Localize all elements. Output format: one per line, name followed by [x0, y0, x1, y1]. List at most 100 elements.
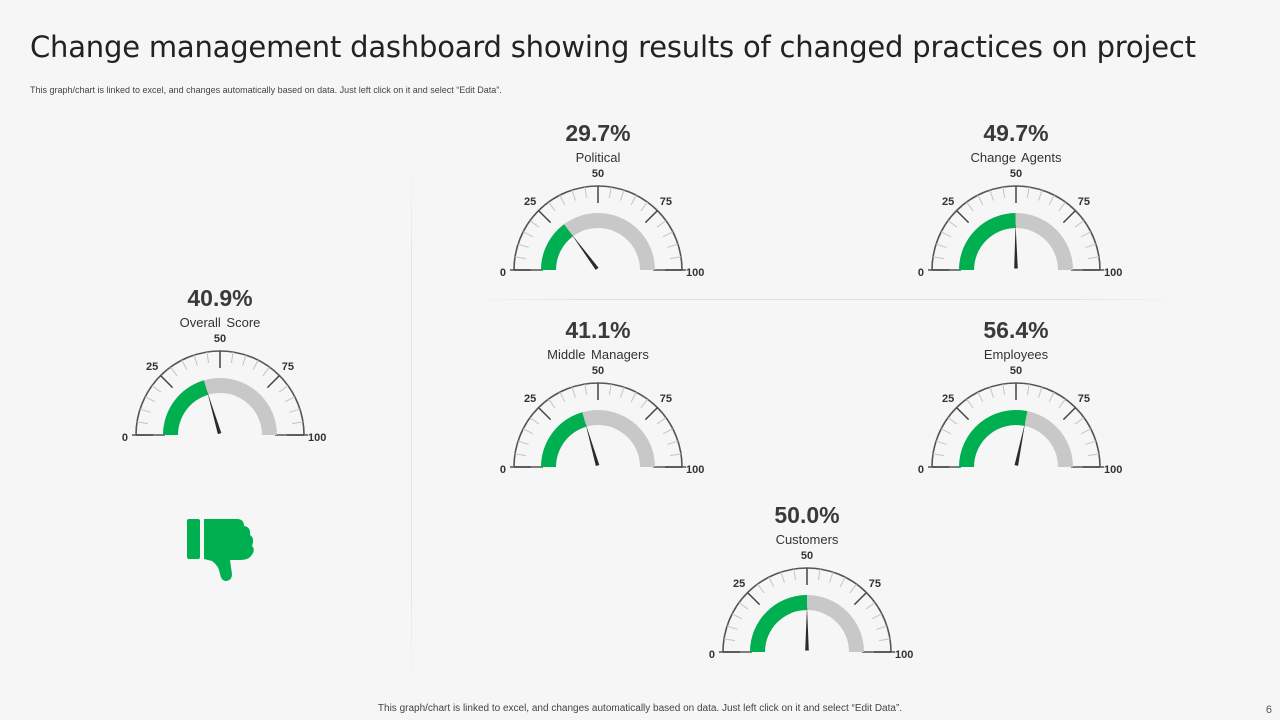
gauge-major-tick [747, 592, 761, 606]
gauge-minor-tick [940, 231, 952, 238]
gauge-minor-tick [517, 440, 529, 445]
gauge-minor-tick [731, 613, 743, 620]
gauge-minor-tick [1058, 398, 1066, 409]
page-title: Change management dashboard showing resu… [30, 30, 1196, 64]
gauge-label: Customers [775, 532, 839, 547]
gauge-tick-label: 50 [1010, 168, 1022, 180]
gauge-minor-tick [640, 201, 648, 212]
gauge-tick-label: 75 [282, 361, 294, 373]
gauge-value: 41.1% [565, 317, 631, 343]
gauge-minor-tick [947, 417, 958, 425]
gauge-minor-tick [932, 256, 944, 260]
gauge-dial: 0 25 50 75 100 [500, 168, 704, 279]
gauge-minor-tick [793, 568, 797, 580]
gauge-employees[interactable]: 56.4% Employees 0 25 50 75 100 [886, 317, 1146, 487]
gauge-minor-tick [559, 391, 566, 403]
gauge-minor-tick [871, 613, 883, 620]
gauge-tick-label: 25 [146, 361, 158, 373]
gauge-tick-label: 25 [942, 393, 954, 405]
gauge-tick-label: 0 [918, 267, 924, 279]
gauge-minor-tick [1026, 383, 1030, 395]
gauge-minor-tick [284, 396, 296, 403]
page-number: 6 [1265, 704, 1272, 716]
gauge-minor-tick [630, 194, 637, 206]
excel-link-note-bottom: This graph/chart is linked to excel, and… [377, 703, 903, 714]
gauge-minor-tick [876, 625, 888, 630]
gauge-minor-tick [1088, 453, 1100, 457]
gauge-minor-tick [289, 408, 301, 413]
gauge-tick-label: 50 [592, 168, 604, 180]
gauge-dial: 0 25 50 75 100 [918, 365, 1122, 476]
gauge-minor-tick [517, 243, 529, 248]
gauge-minor-tick [757, 583, 765, 594]
gauge-minor-tick [242, 354, 247, 366]
gauge-label: Middle Managers [547, 347, 649, 362]
gauge-minor-tick [1085, 243, 1097, 248]
gauge-value: 50.0% [774, 502, 840, 528]
gauge-change-agents[interactable]: 49.7% Change Agents 0 25 50 75 100 [886, 120, 1146, 290]
gauge-middle-managers[interactable]: 41.1% Middle Managers 0 25 50 75 100 [468, 317, 728, 487]
gauge-minor-tick [656, 417, 667, 425]
gauge-major-tick [853, 592, 867, 606]
gauge-minor-tick [989, 189, 994, 201]
gauge-needle [585, 422, 600, 467]
gauge-needle [570, 233, 599, 270]
gauge-customers[interactable]: 50.0% Customers 0 25 50 75 100 [677, 502, 937, 672]
gauge-minor-tick [667, 243, 679, 248]
gauge-needle [1014, 421, 1026, 466]
gauge-tick-label: 25 [733, 578, 745, 590]
gauge-major-tick [644, 210, 658, 224]
gauge-tick-label: 75 [660, 393, 672, 405]
gauge-minor-tick [620, 189, 625, 201]
gauge-minor-tick [181, 359, 188, 371]
gauge-tick-label: 25 [524, 196, 536, 208]
gauge-tick-label: 75 [660, 196, 672, 208]
gauge-tick-label: 75 [1078, 393, 1090, 405]
gauge-major-tick [644, 407, 658, 421]
gauge-minor-tick [1048, 391, 1055, 403]
gauge-track-band [541, 213, 655, 270]
gauge-value: 40.9% [187, 285, 253, 311]
gauge-minor-tick [522, 231, 534, 238]
gauge-value: 56.4% [983, 317, 1049, 343]
gauge-minor-tick [879, 638, 891, 642]
gauge-minor-tick [1038, 386, 1043, 398]
gauge-minor-tick [514, 256, 526, 260]
gauge-minor-tick [966, 398, 974, 409]
gauge-minor-tick [559, 194, 566, 206]
gauge-minor-tick [548, 398, 556, 409]
gauge-minor-tick [1088, 256, 1100, 260]
gauge-minor-tick [1002, 186, 1006, 198]
gauge-minor-tick [571, 189, 576, 201]
gauge-minor-tick [548, 201, 556, 212]
gauge-needle [1014, 224, 1018, 269]
gauge-political[interactable]: 29.7% Political 0 25 50 75 100 [468, 120, 728, 290]
gauge-major-tick [956, 210, 970, 224]
gauge-minor-tick [935, 243, 947, 248]
gauge-minor-tick [656, 220, 667, 228]
horizontal-divider [470, 299, 1180, 300]
gauge-minor-tick [839, 576, 846, 588]
gauge-minor-tick [1074, 417, 1085, 425]
gauge-dial: 0 25 50 75 100 [500, 365, 704, 476]
gauge-minor-tick [640, 398, 648, 409]
gauge-tick-label: 50 [1010, 365, 1022, 377]
gauge-value-band [163, 380, 209, 435]
gauge-minor-tick [829, 571, 834, 583]
gauge-value-band [541, 412, 587, 467]
gauge-tick-label: 0 [709, 649, 715, 661]
gauge-minor-tick [947, 220, 958, 228]
gauge-minor-tick [529, 417, 540, 425]
gauge-minor-tick [630, 391, 637, 403]
gauge-minor-tick [136, 421, 148, 425]
gauge-overall-score[interactable]: 40.9% Overall Score 0 25 50 75 100 [90, 285, 350, 485]
vertical-divider [411, 160, 412, 690]
gauge-minor-tick [670, 453, 682, 457]
gauge-major-tick [266, 375, 280, 389]
gauge-minor-tick [977, 194, 984, 206]
gauge-minor-tick [584, 383, 588, 395]
gauge-major-tick [956, 407, 970, 421]
gauge-minor-tick [278, 385, 289, 393]
gauge-minor-tick [1080, 231, 1092, 238]
gauge-minor-tick [977, 391, 984, 403]
